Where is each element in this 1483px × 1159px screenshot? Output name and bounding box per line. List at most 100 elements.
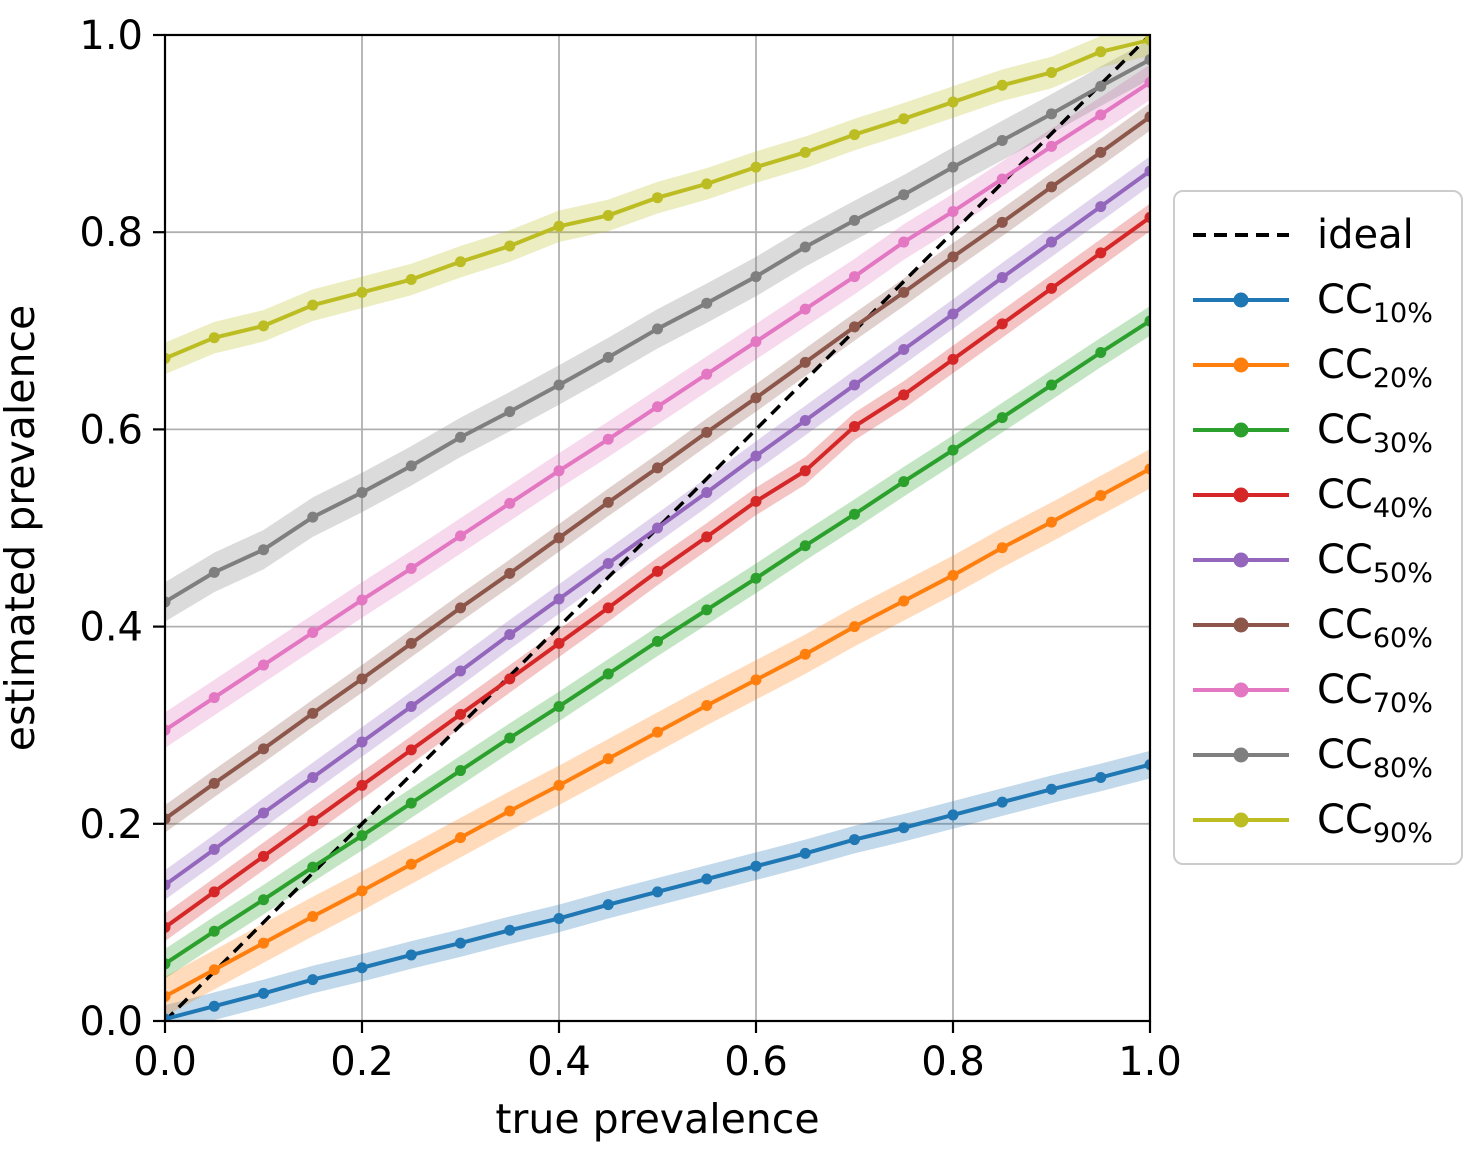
cc90-marker [553,220,565,232]
cc70-marker [455,530,466,542]
cc90-marker [504,240,516,252]
cc20-marker [849,621,860,633]
cc30-marker [553,700,565,712]
cc80-marker [799,241,811,253]
cc70-marker [356,594,368,606]
legend-item-cc20: CC20% [1191,345,1457,392]
cc70-marker [504,497,516,509]
cc20-marker [898,595,910,607]
cc90-marker [1144,35,1150,46]
cc80-marker [1095,80,1107,92]
cc50-marker [1144,165,1150,177]
legend-label-cc60: CC60% [1317,602,1433,655]
cc60-marker [504,567,516,579]
cc40-marker [553,637,565,649]
y-tick-label: 0.4 [79,605,143,651]
cc50-marker [1046,236,1057,248]
legend-item-cc70: CC70% [1191,667,1457,720]
cc90-marker [307,299,319,311]
cc10-marker [208,1000,220,1012]
cc90-markers [165,35,1150,364]
cc50-marker [750,450,762,462]
cc40-marker [208,886,220,898]
legend-item-cc40: CC40% [1191,475,1457,522]
cc90-line-icon [1193,812,1289,828]
cc80-marker [1144,54,1150,66]
cc80-marker [849,214,860,226]
cc60-marker [602,496,614,508]
cc90-marker [1046,66,1057,78]
cc60-marker [701,426,713,438]
cc40-marker [849,420,860,432]
cc30-marker [1095,346,1107,358]
cc20-line-icon [1193,357,1289,373]
x-axis-label: true prevalence [495,1095,819,1143]
cc30-marker [1144,315,1150,327]
cc20-marker [307,910,319,922]
cc10-marker [799,847,811,859]
cc30-marker [208,925,220,937]
cc70-markers [165,76,1150,736]
legend-item-cc60: CC60% [1191,602,1457,655]
cc80-marker [1046,108,1057,120]
cc60-marker [165,813,171,825]
cc50-marker [996,272,1008,284]
cc10-marker [652,886,663,898]
cc90-marker [996,79,1008,91]
cc30-marker [849,508,860,520]
cc50-marker [799,415,811,427]
cc40-markers [165,211,1150,933]
cc60-marker [208,777,220,789]
cc40-marker [165,921,171,933]
cc30-line-icon [1193,422,1289,438]
cc20-marker [996,542,1008,554]
legend-label-cc70: CC70% [1317,667,1433,720]
cc50-marker [455,665,466,677]
cc70-marker [1046,140,1057,152]
cc30-marker [1046,379,1057,391]
cc70-marker [849,271,860,283]
cc30-marker [165,958,171,970]
cc70-marker [898,236,910,248]
legend-label-cc80: CC80% [1317,732,1433,785]
y-tick-label: 0.6 [79,407,143,453]
cc70-marker [405,562,417,574]
cc60-marker [652,462,663,474]
cc60-marker [849,321,860,333]
cc60-marker [1144,111,1150,123]
cc10-marker [947,809,959,821]
cc20-marker [356,885,368,897]
cc70-marker [258,659,269,671]
cc30-marker [898,476,910,488]
cc20-marker [602,753,614,765]
cc60-marker [898,286,910,298]
cc20-marker [405,858,417,870]
cc50-marker [208,843,220,855]
cc60-marker [307,707,319,719]
cc90-marker [652,192,663,204]
cc70-line-icon [1193,682,1289,698]
cc20-marker [165,990,171,1002]
cc30-marker [652,635,663,647]
cc60-marker [996,216,1008,228]
cc80-markers [165,54,1150,608]
legend-item-ideal: ideal [1191,215,1457,255]
cc40-marker [455,708,466,720]
cc90-marker [356,286,368,298]
cc30-marker [701,604,713,616]
cc70-marker [701,368,713,380]
cc20-marker [504,805,516,817]
cc80-marker [356,487,368,499]
x-tick-label: 0.4 [527,1039,591,1085]
cc80-marker [947,161,959,173]
cc30-marker [750,572,762,584]
cc40-marker [898,389,910,401]
tick-labels: 0.0 0.2 0.4 0.6 0.8 1.0 0.0 0.2 0.4 0.6 0.8 1.0 [79,13,1181,1085]
cc20-marker [208,964,220,976]
cc40-marker [1095,247,1107,259]
cc90-marker [750,161,762,173]
cc50-marker [405,700,417,712]
cc70-marker [553,465,565,477]
cc50-marker [553,593,565,605]
